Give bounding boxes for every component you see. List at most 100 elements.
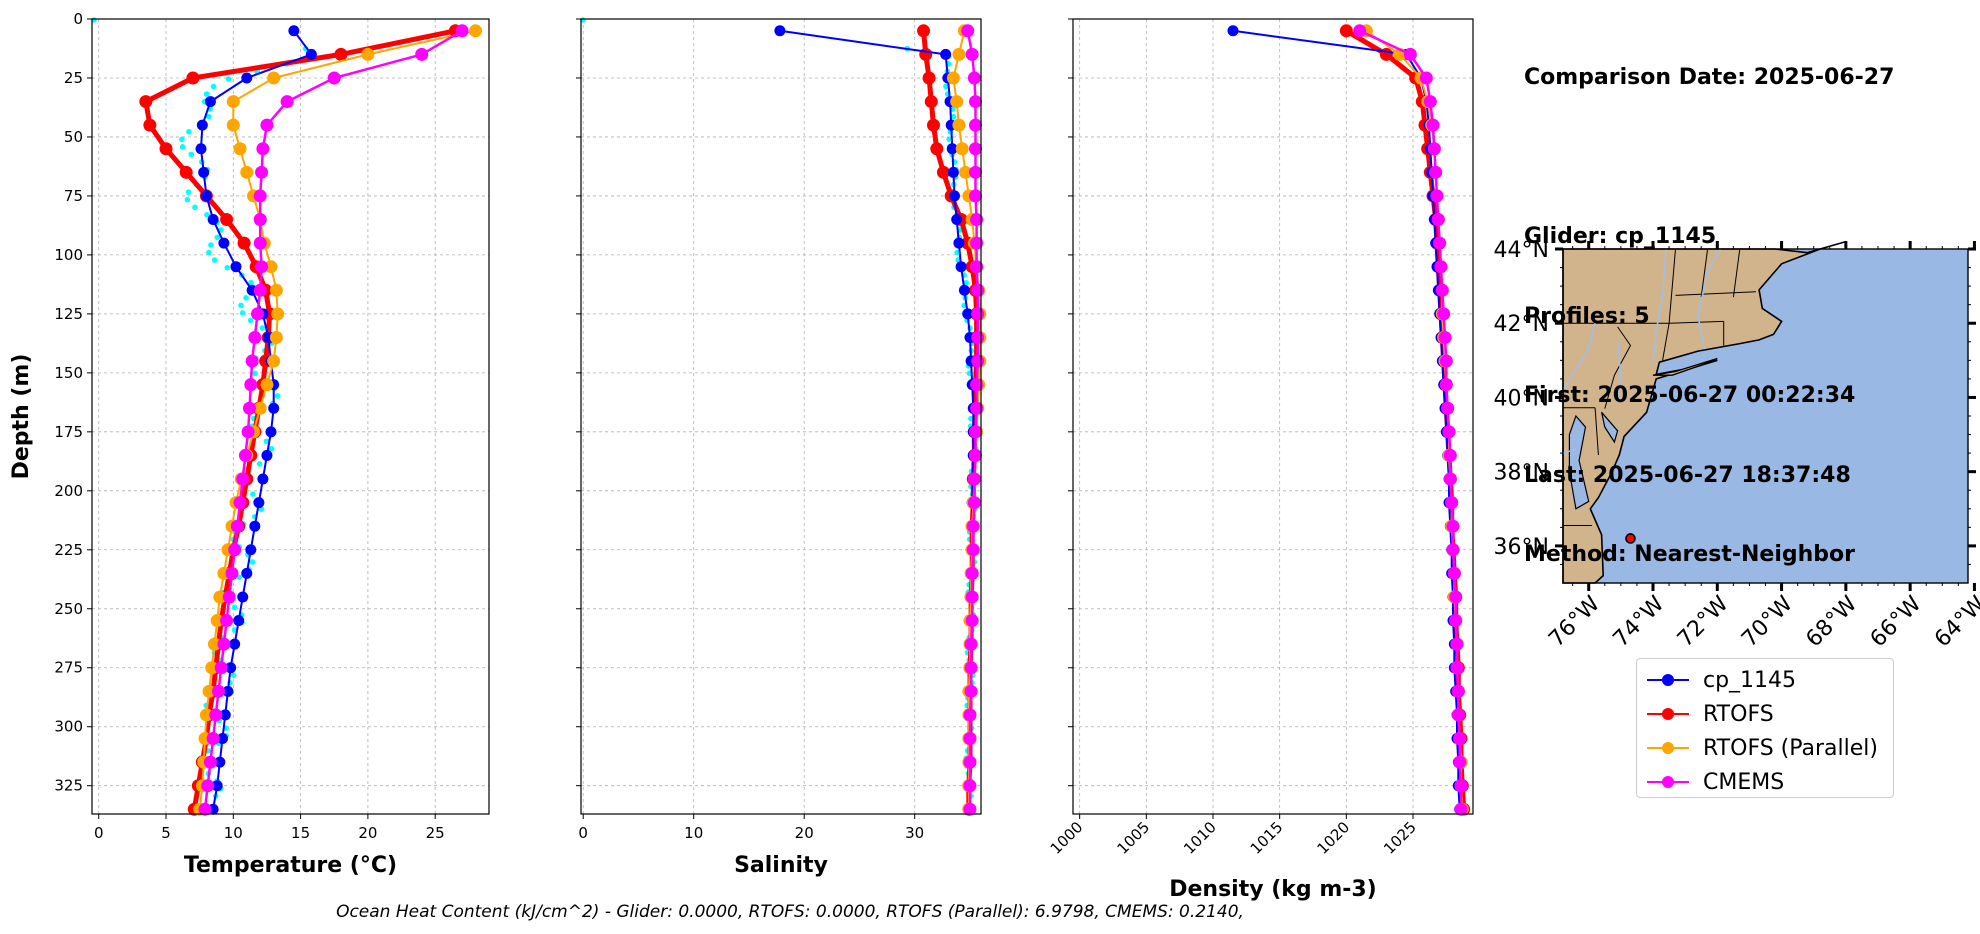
data-point — [1423, 95, 1437, 109]
data-point — [967, 71, 981, 85]
data-point — [236, 472, 250, 486]
data-point — [1443, 448, 1457, 462]
x-tick-label: 10 — [684, 824, 703, 842]
legend-swatch-rtofs — [1645, 704, 1691, 724]
data-point — [952, 118, 966, 132]
data-point — [1443, 472, 1457, 486]
series-line — [966, 30, 979, 810]
data-point — [1449, 614, 1463, 628]
y-ticks-salinity — [576, 18, 581, 787]
raw-point — [204, 212, 210, 218]
raw-point — [179, 136, 185, 143]
raw-point — [274, 393, 281, 399]
data-point — [1433, 236, 1447, 250]
raw-point — [968, 415, 974, 422]
data-point — [305, 48, 317, 60]
data-point — [965, 590, 979, 604]
data-point — [963, 732, 977, 746]
data-point — [968, 425, 982, 439]
profile-count: Profiles: 5 — [1524, 303, 1650, 329]
data-point — [233, 496, 247, 510]
data-point — [948, 190, 960, 202]
data-point — [260, 378, 274, 392]
raw-point — [247, 317, 254, 324]
legend-swatch-rtofs-parallel — [1645, 738, 1691, 758]
x-tick-label: 1005 — [1113, 818, 1153, 858]
data-point — [1453, 732, 1467, 746]
data-point — [1454, 779, 1468, 793]
data-point — [1445, 496, 1459, 510]
lat-tick-label: 42°N — [1494, 312, 1549, 337]
data-point — [1353, 24, 1367, 38]
data-point — [186, 71, 200, 85]
long-island — [1652, 357, 1718, 376]
data-point — [961, 24, 975, 38]
axes-frame-temperature — [91, 18, 490, 815]
data-point — [260, 118, 274, 132]
data-point — [198, 166, 210, 178]
data-point — [968, 118, 982, 132]
data-point — [220, 614, 234, 628]
data-point — [198, 802, 212, 816]
data-point — [267, 354, 281, 368]
data-point — [1435, 283, 1449, 297]
data-point — [214, 661, 228, 675]
data-point — [269, 330, 283, 344]
data-point — [965, 566, 979, 580]
data-point — [963, 755, 977, 769]
legend-item-rtofs-parallel: RTOFS (Parallel) — [1645, 731, 1885, 765]
raw-point — [206, 249, 212, 256]
y-tick-label: 25 — [64, 69, 83, 87]
data-point — [288, 25, 300, 37]
data-point — [1450, 637, 1464, 651]
series-line — [198, 29, 476, 810]
data-point — [1434, 260, 1448, 274]
x-tick-label: 0 — [94, 824, 104, 842]
data-point — [209, 708, 223, 722]
data-point — [968, 165, 982, 179]
data-point — [958, 284, 970, 296]
data-point — [207, 214, 219, 226]
data-point — [226, 118, 240, 132]
data-point — [217, 637, 231, 651]
data-point — [241, 567, 253, 579]
series-cmems-temperature — [198, 24, 469, 816]
data-point — [253, 236, 267, 250]
data-point — [964, 684, 978, 698]
data-point — [946, 71, 960, 85]
series-line — [1359, 29, 1463, 810]
legend-label-rtofs: RTOFS — [1703, 701, 1774, 727]
y-tick-label: 175 — [54, 423, 83, 441]
data-point — [195, 143, 207, 155]
data-point — [261, 449, 273, 461]
state-border — [1675, 291, 1756, 296]
data-point — [269, 283, 283, 297]
raw-point — [263, 438, 270, 445]
data-point — [1450, 661, 1464, 675]
data-point — [241, 425, 255, 439]
data-point — [964, 661, 978, 675]
data-point — [213, 590, 227, 604]
x-tick-label: 10 — [224, 824, 243, 842]
data-point — [930, 142, 944, 156]
data-point — [210, 614, 224, 628]
lat-tick-label: 36°N — [1494, 535, 1549, 560]
data-point — [455, 24, 469, 38]
raw-point — [225, 76, 232, 82]
legend: cp_1145 RTOFS RTOFS (Parallel) CMEMS — [1636, 658, 1894, 798]
data-point — [952, 47, 966, 61]
data-point — [1339, 24, 1353, 38]
raw-point — [186, 128, 192, 135]
data-point — [267, 71, 281, 85]
raw-point — [208, 242, 214, 248]
raw-point — [214, 234, 221, 241]
data-point — [220, 213, 234, 227]
y-tick-label: 200 — [54, 482, 83, 500]
raw-point — [268, 446, 275, 452]
series-glider-temperature — [195, 25, 317, 815]
data-point — [230, 519, 244, 533]
data-point — [237, 236, 251, 250]
data-point — [971, 354, 985, 368]
data-point — [139, 95, 153, 109]
